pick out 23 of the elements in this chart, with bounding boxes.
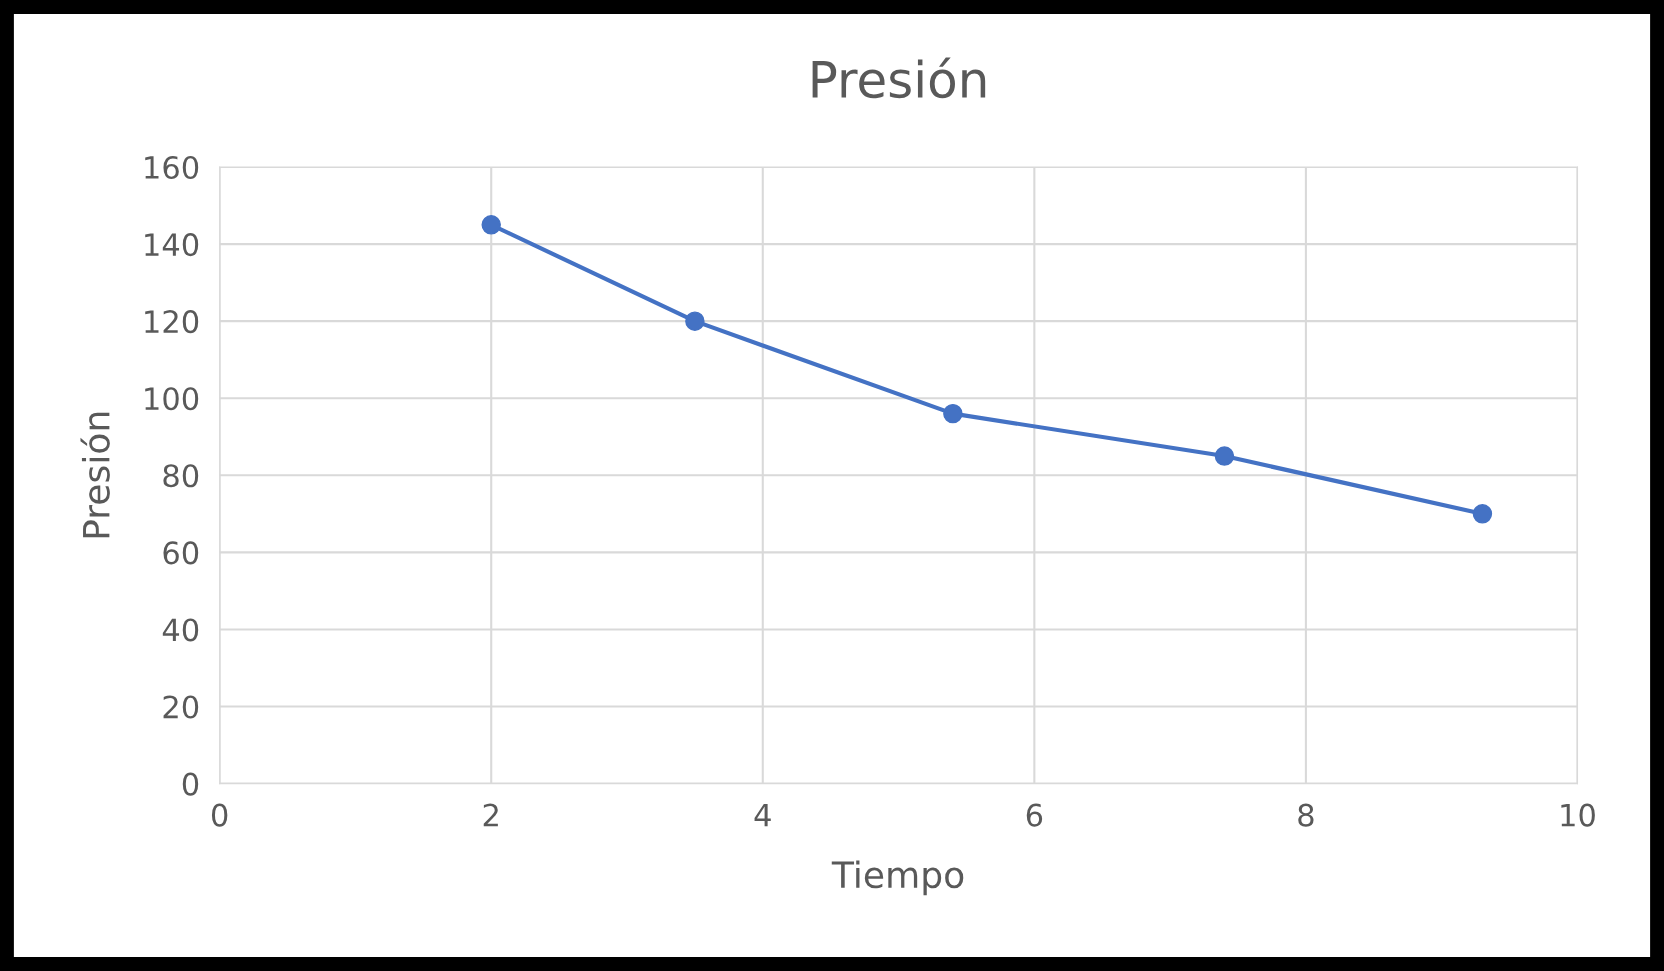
point <box>943 403 963 424</box>
y-tick-label: 120 <box>145 310 199 334</box>
y-tick-label: 100 <box>145 387 199 411</box>
point <box>685 311 705 331</box>
y-tick-label: 80 <box>163 464 199 488</box>
point <box>1472 504 1493 524</box>
chart-title: Presión <box>812 57 986 99</box>
point <box>481 215 501 235</box>
x-tick-label: 10 <box>1561 803 1595 827</box>
y-tick-label: 40 <box>162 618 199 642</box>
y-tick-label: 60 <box>163 541 199 565</box>
x-tick-label: 6 <box>1026 803 1043 827</box>
y-axis-title: Presión <box>80 412 110 538</box>
y-tick-label: 20 <box>163 695 199 719</box>
x-tick-label: 8 <box>1298 803 1314 827</box>
x-axis-title: Tiempo <box>831 860 964 896</box>
x-tick-label: 4 <box>754 803 771 827</box>
point <box>1214 446 1235 466</box>
y-tick-label: 0 <box>182 772 199 796</box>
y-tick-label: 140 <box>145 233 199 257</box>
x-tick-label: 0 <box>211 803 228 827</box>
x-tick-label: 2 <box>483 803 498 827</box>
y-tick-label: 160 <box>145 155 199 180</box>
